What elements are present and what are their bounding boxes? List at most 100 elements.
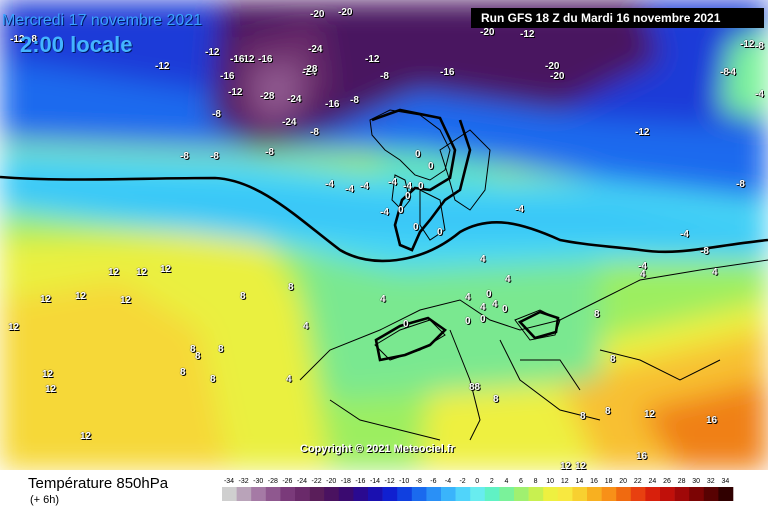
isotherm-label: 0 [398,205,404,216]
isotherm-label: -4 [380,207,389,218]
isotherm-label: 88 [469,382,481,393]
scale-swatch [382,487,398,501]
isotherm-label: -8 [736,179,745,190]
isotherm-label: 8 [605,406,611,417]
isotherm-label: 0 [405,191,411,202]
isotherm-label: 8 [580,411,586,422]
isotherm-label: 0 [418,181,424,192]
isotherm-label: 12 [108,267,120,278]
scale-tick-label: -14 [369,478,381,485]
isotherm-label: -16 [440,67,455,78]
scale-tick-label: -26 [282,478,293,485]
isotherm-label: 8 [195,351,201,362]
isotherm-label: -28 [260,91,275,102]
scale-swatch [703,487,719,501]
scale-swatch [368,487,383,501]
forecast-local-time: 2:00 locale [20,32,133,57]
scale-tick-label: 32 [706,478,715,485]
scale-swatch [718,487,734,501]
scale-swatch [587,487,602,501]
scale-tick-label: -6 [430,478,437,485]
scale-tick-label: 28 [677,478,686,485]
scale-swatch [572,487,588,501]
isotherm-label: -12 [10,34,25,45]
scale-swatch [616,487,632,501]
isotherm-label: 12 [40,294,52,305]
scale-swatch [601,487,617,501]
isotherm-label: 8 [240,291,246,302]
isotherm-label: 4 [480,302,486,313]
isotherm-label: 4 [492,299,498,310]
isotherm-label: -8 [265,147,274,158]
scale-tick-label: -34 [223,478,235,485]
isotherm-label: -8 [28,34,37,45]
isotherm-label: -12 [228,87,243,98]
scale-tick-label: 0 [475,478,480,485]
isotherm-label: -20 [480,27,495,38]
isotherm-label: -4 [360,181,369,192]
isotherm-label: 4 [465,292,471,303]
scale-tick-label: -24 [296,478,308,485]
isotherm-label: 0 [486,289,492,300]
scale-swatch [470,487,486,501]
isotherm-label: 4 [505,274,511,285]
isotherm-label: 0 [465,316,471,327]
scale-swatch [455,487,471,501]
isotherm-label: -16 [220,71,235,82]
scale-tick-label: 2 [489,478,494,485]
scale-tick-label: 6 [519,478,523,485]
isotherm-label: 8 [218,344,224,355]
isotherm-label: -12 [740,39,755,50]
scale-swatch [484,487,500,501]
isotherm-label: -24 [308,44,323,55]
isotherm-label: -4 [325,179,334,190]
isotherm-label: -4 [727,67,736,78]
isotherm-label: -4 [345,184,354,195]
scale-swatch [265,487,281,501]
scale-tick-label: -12 [384,478,395,485]
isotherm-label: -12 [205,47,220,58]
isotherm-label: -20 [550,71,565,82]
scale-tick-label: 30 [692,478,701,485]
scale-swatch [514,487,529,501]
isotherm-label: 0 [415,149,421,160]
scale-swatch [645,487,661,501]
isotherm-label: 12 [160,264,172,275]
isotherm-label: -28 [303,64,318,75]
isotherm-label: -4 [403,181,412,192]
isotherm-label: 16 [636,451,648,462]
isotherm-label: -16 [230,54,245,65]
legend-title: Température 850hPa [28,475,169,492]
isotherm-label: 12 [560,461,572,471]
scale-tick-label: -2 [459,478,466,485]
scale-tick-label: 24 [648,478,657,485]
scale-tick-label: -18 [340,478,351,485]
model-run-label: Run GFS 18 Z du Mardi 16 novembre 2021 [471,8,764,28]
isotherm-label: -8 [210,151,219,162]
isotherm-label: -16 [258,54,273,65]
isotherm-label: -4 [755,89,764,100]
scale-tick-label: -16 [355,478,366,485]
forecast-date: Mercredi 17 novembre 2021 [2,12,203,29]
isotherm-label: -8 [180,151,189,162]
scale-swatch [660,487,675,501]
isotherm-label: -4 [515,204,524,215]
scale-swatch [630,487,646,501]
isotherm-label: 0 [413,222,419,233]
scale-tick-label: 8 [533,478,538,485]
isotherm-label: -4 [388,177,397,188]
scale-tick-label: 4 [504,478,509,485]
isotherm-label: -8 [380,71,389,82]
scale-tick-label: -10 [399,478,410,485]
isotherm-label: -8 [720,67,729,78]
isotherm-label: -24 [302,67,317,78]
scale-swatch [528,487,544,501]
isotherm-label: 12 [575,461,587,471]
scale-swatch [236,487,252,501]
scale-tick-label: 12 [560,478,569,485]
scale-tick-label: 14 [575,478,584,485]
isotherm-label: 0 [437,227,443,238]
scale-tick-label: -28 [267,478,278,485]
isotherm-label: 12 [75,291,87,302]
isotherm-label: -12 [240,54,255,65]
